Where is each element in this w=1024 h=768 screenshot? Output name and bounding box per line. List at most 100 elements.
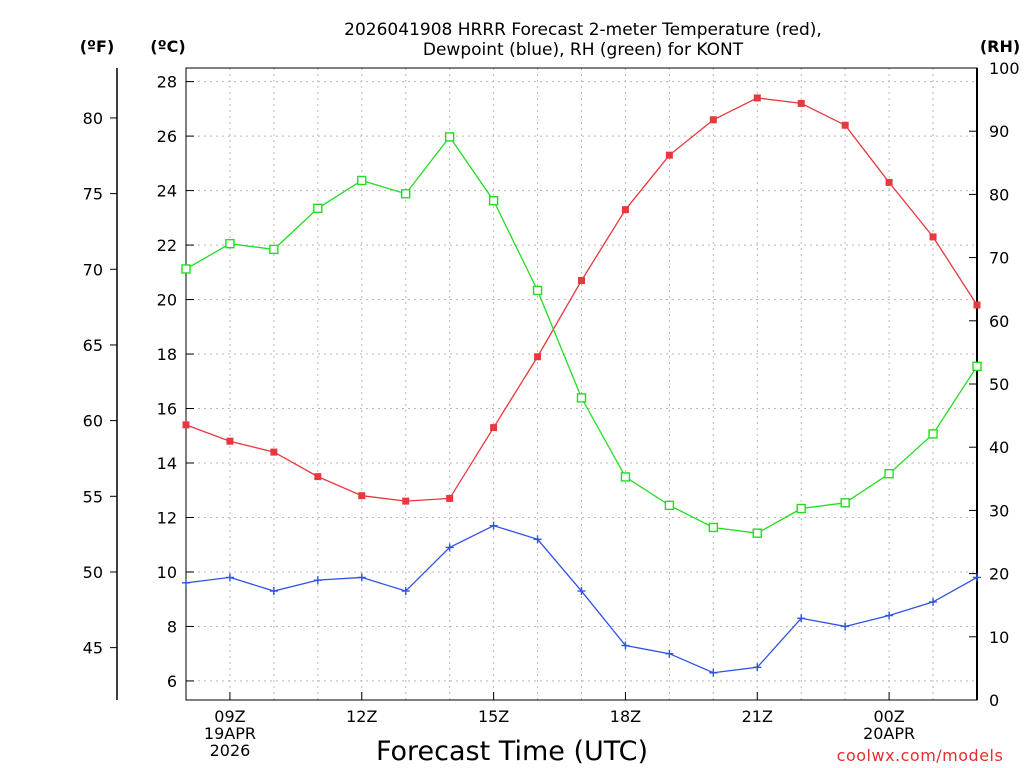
- dewpoint-point: [401, 587, 410, 596]
- fahrenheit-tick-label: 75: [83, 185, 103, 204]
- dewpoint-point: [929, 597, 938, 606]
- credit-text: coolwx.com/models: [837, 746, 1004, 765]
- rh-point: [972, 361, 982, 372]
- rh-tick-label: 50: [989, 375, 1009, 394]
- rh-point: [357, 175, 367, 186]
- plot-frame: [185, 67, 978, 701]
- temperature-point: [929, 233, 937, 241]
- celsius-tick-label: 16: [157, 400, 177, 419]
- rh-tick-label: 30: [989, 501, 1009, 520]
- x-tick-label: 2026: [210, 741, 251, 760]
- chart-title-line-1: 2026041908 HRRR Forecast 2-meter Tempera…: [344, 20, 822, 40]
- fahrenheit-tick-label: 50: [83, 563, 103, 582]
- rh-point: [401, 189, 411, 199]
- rh-tick-label: 20: [989, 565, 1009, 584]
- x-tick-label: 12Z: [346, 707, 377, 726]
- celsius-tick-label: 18: [157, 345, 177, 364]
- fahrenheit-unit-label: (ºF): [80, 37, 115, 56]
- dewpoint-point: [973, 573, 981, 582]
- chart-title-line-2: Dewpoint (blue), RH (green) for KONT: [423, 40, 744, 60]
- rh-tick-label: 70: [989, 249, 1009, 268]
- temperature-point: [885, 178, 893, 186]
- dewpoint-point: [182, 578, 190, 587]
- rh-point: [225, 238, 235, 249]
- rh-point: [444, 132, 455, 142]
- x-tick-label: 19APR: [204, 724, 256, 743]
- celsius-tick-label: 8: [167, 617, 177, 636]
- x-tick-label: 15Z: [478, 707, 509, 726]
- celsius-tick-label: 12: [157, 508, 177, 527]
- fahrenheit-tick-label: 60: [83, 412, 103, 431]
- dewpoint-point: [841, 622, 850, 631]
- rh-tick-label: 90: [989, 122, 1009, 141]
- rh-tick-label: 80: [989, 185, 1009, 204]
- celsius-tick-label: 20: [157, 291, 177, 310]
- rh-point: [269, 244, 279, 255]
- dewpoint-point: [797, 614, 806, 623]
- rh-unit-label: (RH): [980, 37, 1020, 56]
- dewpoint-point: [225, 573, 234, 582]
- rh-point: [620, 472, 631, 482]
- fahrenheit-tick-label: 80: [83, 109, 103, 128]
- dewpoint-point: [709, 668, 718, 677]
- temperature-point: [665, 151, 673, 159]
- temperature-point: [182, 421, 190, 429]
- rh-point: [532, 285, 543, 296]
- x-tick-label: 21Z: [742, 707, 773, 726]
- chart-axes: 6 8 10 12 14 16 18 20 22 24 26 28 45 50 55 60 65 70 75 80 0 1…: [83, 59, 1020, 760]
- rh-point: [488, 196, 499, 206]
- data-series: [181, 94, 982, 677]
- dewpoint-point: [269, 587, 278, 596]
- rh-line: [185, 135, 978, 534]
- x-tick-label: 18Z: [610, 707, 641, 726]
- fahrenheit-tick-label: 55: [83, 487, 103, 506]
- dewpoint-point: [577, 587, 586, 596]
- dewpoint-point: [885, 611, 894, 620]
- celsius-tick-label: 6: [167, 672, 177, 691]
- temperature-point: [270, 448, 278, 456]
- fahrenheit-tick-label: 65: [83, 336, 103, 355]
- temperature-point: [797, 99, 805, 107]
- rh-point: [928, 429, 938, 439]
- temperature-point: [534, 353, 542, 361]
- x-tick-label: 20APR: [863, 724, 915, 743]
- temperature-point: [314, 473, 322, 481]
- fahrenheit-tick-label: 70: [83, 260, 103, 279]
- temperature-point: [578, 276, 585, 284]
- rh-point: [664, 500, 675, 511]
- celsius-tick-label: 26: [157, 127, 177, 146]
- rh-point: [884, 469, 894, 479]
- dewpoint-point: [313, 576, 322, 585]
- rh-point: [313, 203, 323, 214]
- celsius-tick-label: 14: [157, 454, 177, 473]
- temperature-point: [621, 206, 629, 214]
- dewpoint-point: [621, 641, 630, 650]
- temperature-point: [402, 497, 410, 505]
- temperature-point: [841, 121, 849, 129]
- rh-point: [181, 264, 191, 274]
- temperature-point: [358, 492, 366, 500]
- celsius-unit-label: (ºC): [150, 37, 185, 56]
- rh-point: [576, 393, 587, 403]
- temperature-point: [973, 301, 981, 309]
- celsius-tick-label: 24: [157, 182, 177, 201]
- rh-tick-label: 60: [989, 312, 1009, 331]
- rh-point: [708, 522, 719, 533]
- dewpoint-point: [533, 535, 542, 544]
- dewpoint-point: [489, 521, 498, 530]
- x-tick-label: 09Z: [214, 707, 245, 726]
- fahrenheit-tick-label: 45: [83, 639, 103, 658]
- temperature-point: [490, 424, 498, 432]
- rh-point: [840, 498, 850, 508]
- celsius-tick-label: 10: [157, 563, 177, 582]
- dewpoint-point: [753, 663, 762, 672]
- rh-point: [752, 528, 762, 538]
- rh-point: [796, 503, 806, 514]
- celsius-tick-label: 22: [157, 236, 177, 255]
- dewpoint-point: [445, 543, 454, 552]
- temperature-point: [753, 94, 761, 102]
- dewpoint-point: [357, 573, 366, 582]
- rh-tick-label: 10: [989, 628, 1009, 647]
- celsius-tick-label: 28: [157, 73, 177, 92]
